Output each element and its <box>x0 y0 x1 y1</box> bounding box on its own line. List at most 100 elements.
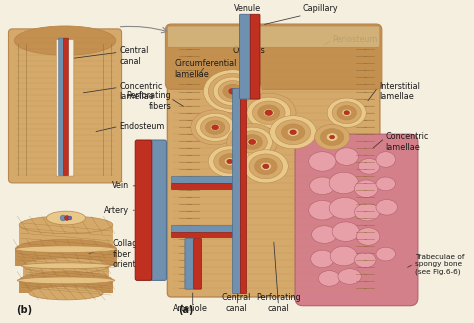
Text: Vein: Vein <box>112 181 129 190</box>
Bar <box>19 280 113 293</box>
Text: (a): (a) <box>178 306 193 316</box>
Text: Perforating
fibers: Perforating fibers <box>127 91 171 111</box>
Ellipse shape <box>376 177 395 191</box>
Ellipse shape <box>208 146 251 177</box>
FancyBboxPatch shape <box>250 14 260 99</box>
FancyBboxPatch shape <box>9 29 121 183</box>
FancyBboxPatch shape <box>239 14 251 99</box>
Ellipse shape <box>201 117 230 138</box>
Ellipse shape <box>214 150 246 173</box>
Ellipse shape <box>258 105 280 120</box>
Bar <box>171 225 235 232</box>
Text: Osteons: Osteons <box>233 47 265 56</box>
Ellipse shape <box>342 109 352 116</box>
Text: Circumferential
lamellae: Circumferential lamellae <box>174 59 237 78</box>
FancyBboxPatch shape <box>56 40 74 176</box>
Ellipse shape <box>287 128 299 136</box>
Ellipse shape <box>344 111 349 115</box>
FancyBboxPatch shape <box>295 134 418 306</box>
Ellipse shape <box>241 93 296 132</box>
FancyBboxPatch shape <box>167 26 380 47</box>
Ellipse shape <box>213 77 252 106</box>
Bar <box>19 225 113 249</box>
Ellipse shape <box>247 97 291 128</box>
Ellipse shape <box>15 246 117 253</box>
Text: Central
canal: Central canal <box>119 47 149 66</box>
Ellipse shape <box>319 271 340 286</box>
Ellipse shape <box>17 277 115 284</box>
FancyBboxPatch shape <box>59 38 64 176</box>
Ellipse shape <box>247 138 257 146</box>
Ellipse shape <box>15 239 117 259</box>
Text: Artery: Artery <box>104 206 129 215</box>
Ellipse shape <box>376 247 395 261</box>
Ellipse shape <box>14 26 116 55</box>
Bar <box>23 266 109 280</box>
Ellipse shape <box>46 211 85 225</box>
Text: Periosteum: Periosteum <box>332 35 377 44</box>
Text: Arteriole: Arteriole <box>173 304 208 313</box>
FancyBboxPatch shape <box>150 140 166 280</box>
Bar <box>171 183 235 189</box>
Ellipse shape <box>320 129 344 146</box>
Ellipse shape <box>203 70 262 113</box>
Ellipse shape <box>260 162 272 171</box>
Ellipse shape <box>223 84 242 99</box>
Text: Central
canal: Central canal <box>222 293 251 313</box>
Ellipse shape <box>263 109 274 117</box>
Ellipse shape <box>332 102 361 124</box>
Ellipse shape <box>337 105 356 120</box>
FancyBboxPatch shape <box>194 238 201 289</box>
Ellipse shape <box>244 150 288 183</box>
FancyBboxPatch shape <box>64 38 68 176</box>
Text: Concentric
lamellae: Concentric lamellae <box>119 81 163 101</box>
Ellipse shape <box>275 120 310 145</box>
Ellipse shape <box>227 123 277 161</box>
Ellipse shape <box>218 80 247 102</box>
Ellipse shape <box>29 286 103 300</box>
Text: Trabeculae of
spongy bone
(see Fig.6-6): Trabeculae of spongy bone (see Fig.6-6) <box>415 254 465 275</box>
Text: Interstitial
lamellae: Interstitial lamellae <box>379 81 420 101</box>
Ellipse shape <box>205 120 225 134</box>
Ellipse shape <box>249 154 283 179</box>
Ellipse shape <box>242 135 262 149</box>
Ellipse shape <box>358 159 380 174</box>
Text: Endosteum: Endosteum <box>119 122 165 131</box>
Ellipse shape <box>228 88 237 95</box>
Bar <box>171 176 235 183</box>
Ellipse shape <box>19 216 113 234</box>
FancyBboxPatch shape <box>167 41 380 297</box>
Ellipse shape <box>332 222 359 241</box>
Ellipse shape <box>376 200 397 215</box>
Ellipse shape <box>21 263 111 269</box>
Ellipse shape <box>212 125 219 130</box>
Ellipse shape <box>309 152 336 171</box>
Ellipse shape <box>376 152 395 167</box>
Ellipse shape <box>329 135 335 139</box>
Ellipse shape <box>249 139 256 145</box>
Ellipse shape <box>196 113 235 141</box>
Text: (b): (b) <box>16 306 32 316</box>
Ellipse shape <box>309 201 336 220</box>
Text: Collagen
fiber
orientation: Collagen fiber orientation <box>113 239 157 269</box>
Ellipse shape <box>228 88 237 94</box>
Bar <box>239 89 246 293</box>
Ellipse shape <box>270 116 317 149</box>
Text: Concentric
lamellae: Concentric lamellae <box>386 132 429 151</box>
Ellipse shape <box>338 269 361 284</box>
Ellipse shape <box>329 198 360 219</box>
Ellipse shape <box>224 158 235 165</box>
Text: Venule: Venule <box>234 4 261 13</box>
Ellipse shape <box>355 180 378 198</box>
Circle shape <box>64 215 69 220</box>
Ellipse shape <box>219 154 240 169</box>
Ellipse shape <box>237 131 267 153</box>
Ellipse shape <box>23 258 109 274</box>
Text: Capillary: Capillary <box>303 4 338 13</box>
Ellipse shape <box>315 124 350 150</box>
Ellipse shape <box>335 148 358 165</box>
Ellipse shape <box>327 98 366 127</box>
Ellipse shape <box>191 110 239 145</box>
Ellipse shape <box>265 110 273 115</box>
Circle shape <box>60 215 66 221</box>
